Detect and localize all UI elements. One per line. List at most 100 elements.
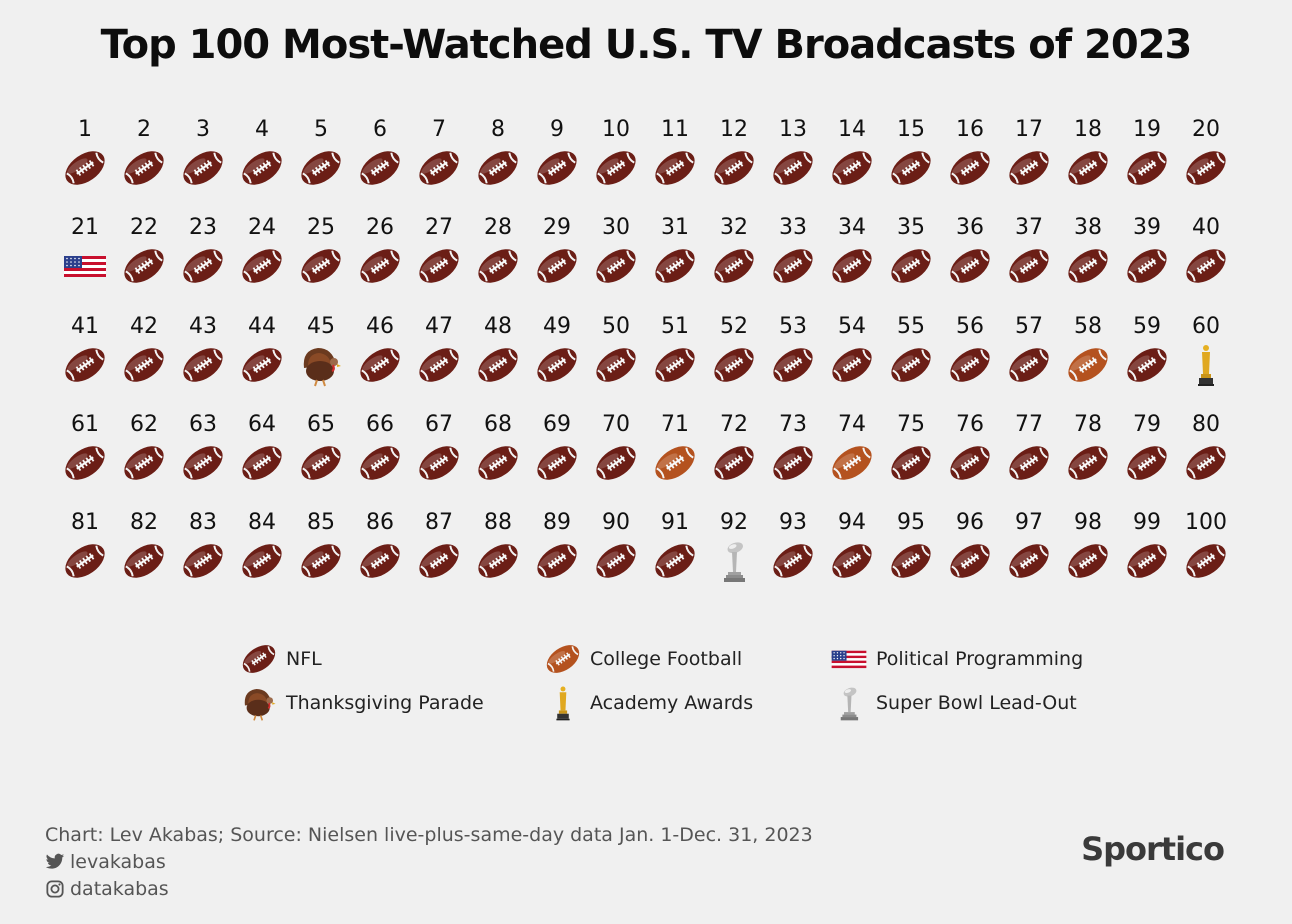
turkey-icon — [244, 688, 276, 721]
nfl-football-icon — [301, 544, 341, 578]
nfl-football-icon — [183, 249, 223, 284]
broadcast-rank-28: 28 — [470, 215, 526, 305]
rank-label: 92 — [720, 510, 748, 536]
rank-label: 56 — [956, 313, 984, 339]
college-football-icon — [655, 446, 695, 480]
nfl-football-icon — [773, 151, 813, 185]
broadcast-rank-58: 58 — [1060, 314, 1116, 404]
broadcast-rank-61: 61 — [57, 412, 113, 502]
rank-label: 83 — [189, 510, 217, 536]
broadcast-rank-41: 41 — [57, 314, 113, 404]
rank-label: 67 — [425, 411, 453, 437]
nfl-football-icon — [655, 249, 695, 284]
broadcast-rank-67: 67 — [411, 412, 467, 502]
rank-label: 27 — [425, 215, 453, 241]
lombardi-trophy-icon — [724, 542, 745, 583]
rank-label: 53 — [779, 313, 807, 339]
turkey-icon — [303, 347, 341, 386]
rank-label: 30 — [602, 215, 630, 241]
rank-label: 61 — [71, 411, 99, 437]
nfl-football-icon — [537, 544, 577, 578]
nfl-football-icon — [301, 446, 341, 480]
broadcast-rank-96: 96 — [942, 510, 998, 600]
broadcast-rank-32: 32 — [706, 215, 762, 305]
broadcast-rank-95: 95 — [883, 510, 939, 600]
rank-label: 58 — [1074, 313, 1102, 339]
nfl-football-icon — [950, 544, 990, 578]
rank-label: 98 — [1074, 510, 1102, 536]
rank-label: 54 — [838, 313, 866, 339]
rank-label: 35 — [897, 215, 925, 241]
rank-label: 59 — [1133, 313, 1161, 339]
broadcast-rank-44: 44 — [234, 314, 290, 404]
nfl-football-icon — [301, 249, 341, 284]
broadcast-rank-53: 53 — [765, 314, 821, 404]
legend-label: Super Bowl Lead-Out — [876, 692, 1077, 714]
rank-label: 65 — [307, 411, 335, 437]
nfl-football-icon — [891, 544, 931, 578]
broadcast-rank-38: 38 — [1060, 215, 1116, 305]
rank-label: 10 — [602, 117, 630, 142]
rank-label: 5 — [314, 117, 328, 142]
rank-label: 52 — [720, 313, 748, 339]
rank-label: 21 — [71, 215, 99, 241]
rank-label: 43 — [189, 313, 217, 339]
broadcast-rank-80: 80 — [1178, 412, 1234, 502]
nfl-football-icon — [124, 446, 164, 480]
broadcast-rank-22: 22 — [116, 215, 172, 305]
nfl-football-icon — [950, 151, 990, 185]
nfl-football-icon — [1009, 249, 1049, 284]
nfl-football-icon — [124, 249, 164, 284]
rank-label: 100 — [1185, 510, 1227, 536]
nfl-football-icon — [1009, 151, 1049, 185]
broadcast-rank-35: 35 — [883, 215, 939, 305]
nfl-football-icon — [183, 446, 223, 480]
broadcast-rank-3: 3 — [175, 117, 231, 207]
broadcast-rank-15: 15 — [883, 117, 939, 207]
broadcast-rank-49: 49 — [529, 314, 585, 404]
rank-label: 60 — [1192, 313, 1220, 339]
rank-label: 97 — [1015, 510, 1043, 536]
nfl-football-icon — [360, 151, 400, 185]
nfl-football-icon — [714, 347, 754, 382]
nfl-football-icon — [1009, 446, 1049, 480]
college-football-icon — [1068, 347, 1108, 382]
broadcast-rank-8: 8 — [470, 117, 526, 207]
legend-label: NFL — [286, 648, 322, 670]
broadcast-rank-100: 100 — [1178, 510, 1234, 600]
nfl-football-icon — [65, 347, 105, 382]
instagram-icon — [46, 880, 64, 898]
instagram-handle: datakabas — [70, 878, 169, 900]
broadcast-grid: 1 2 3 4 5 6 7 8 9 10 11 12 13 14 15 16 17 18 19 20 21 22 23 24 2… — [57, 117, 1234, 600]
nfl-football-icon — [242, 446, 282, 480]
rank-label: 93 — [779, 510, 807, 536]
rank-label: 6 — [373, 117, 387, 142]
broadcast-rank-54: 54 — [824, 314, 880, 404]
rank-label: 55 — [897, 313, 925, 339]
broadcast-rank-86: 86 — [352, 510, 408, 600]
rank-label: 26 — [366, 215, 394, 241]
legend-label: Academy Awards — [590, 692, 754, 714]
broadcast-rank-29: 29 — [529, 215, 585, 305]
nfl-football-icon — [596, 249, 636, 284]
nfl-football-icon — [537, 347, 577, 382]
rank-label: 94 — [838, 510, 866, 536]
broadcast-rank-77: 77 — [1001, 412, 1057, 502]
rank-label: 66 — [366, 411, 394, 437]
nfl-football-icon — [891, 249, 931, 284]
rank-label: 90 — [602, 510, 630, 536]
nfl-football-icon — [419, 544, 459, 578]
rank-label: 36 — [956, 215, 984, 241]
broadcast-rank-63: 63 — [175, 412, 231, 502]
rank-label: 78 — [1074, 411, 1102, 437]
college-football-icon — [546, 645, 580, 673]
nfl-football-icon — [478, 446, 518, 480]
nfl-football-icon — [65, 446, 105, 480]
nfl-football-icon — [832, 347, 872, 382]
nfl-football-icon — [478, 151, 518, 185]
chart-title: Top 100 Most-Watched U.S. TV Broadcasts … — [100, 22, 1193, 68]
nfl-football-icon — [1186, 151, 1226, 185]
broadcast-rank-7: 7 — [411, 117, 467, 207]
broadcast-rank-30: 30 — [588, 215, 644, 305]
rank-label: 18 — [1074, 117, 1102, 142]
